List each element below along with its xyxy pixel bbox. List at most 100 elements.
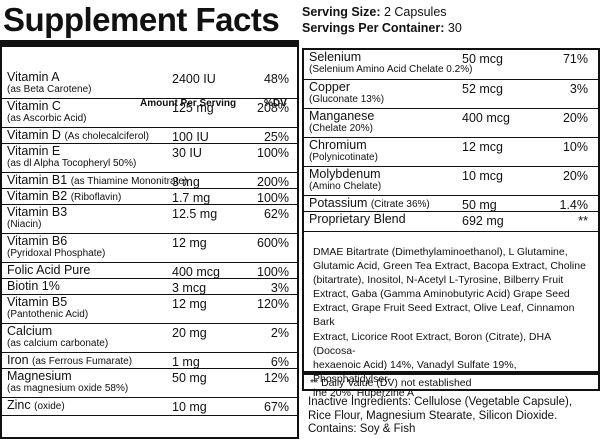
servings-per-container: Servings Per Container: 30 [302, 21, 462, 36]
nutrient-amount: 2400 IU [172, 72, 216, 86]
nutrient-source: (as calcium carbonate) [7, 338, 109, 349]
nutrient-amount: 10 mcg [462, 169, 503, 183]
nutrient-amount: 20 mg [172, 326, 207, 340]
nutrient-source: (as magnesium oxide 58%) [7, 383, 129, 394]
nutrient-dv: 100% [257, 146, 289, 160]
nutrient-name-text: Copper [309, 80, 350, 94]
nutrient-amount: 52 mcg [462, 82, 503, 96]
inactive-line: Contains: Soy & Fish [308, 423, 416, 435]
nutrient-amount: 100 IU [172, 130, 209, 144]
nutrient-amount: 50 mg [462, 198, 497, 212]
nutrient-dv: 200% [257, 175, 289, 189]
nutrient-name-text: Folic Acid Pure [7, 263, 91, 277]
nutrient-row: Potassium (Citrate 36%) 50 mg 1.4% [304, 196, 598, 212]
nutrient-source: (Selenium Amino Acid Chelate 0.2%) [309, 64, 473, 75]
nutrient-name-text: Vitamin E [7, 144, 61, 158]
nutrient-name-text: Selenium [309, 50, 362, 64]
nutrient-name-text: Calcium [7, 324, 53, 338]
nutrient-name: Zinc (oxide) [7, 399, 65, 413]
nutrient-row: Vitamin B2 (Riboflavin) 1.7 mg 100% [2, 189, 297, 205]
blend-line: Extract, Licorice Root Extract, Boron (C… [313, 330, 551, 357]
blend-line: Extract, Gaba (Gamma Aminobutyric Acid) … [313, 288, 570, 301]
nutrient-amount: 12 mcg [462, 140, 503, 154]
nutrient-dv: 1.4% [559, 198, 589, 212]
nutrient-dv: 48% [263, 72, 289, 86]
nutrient-row: Selenium (Selenium Amino Acid Chelate 0.2… [304, 50, 598, 80]
left-nutrient-column: Amount Per Serving %DV Vitamin A (as Beta… [0, 45, 299, 439]
nutrient-name-text: Zinc [7, 398, 31, 412]
daily-value-footnote: ** Daily Value (DV) not established [310, 377, 472, 389]
nutrient-name-text: Vitamin B5 [7, 295, 68, 309]
inactive-line: Inactive Ingredients: Cellulose (Vegetab… [308, 396, 573, 408]
nutrient-source: (as dl Alpha Tocopheryl 50%) [7, 158, 137, 169]
nutrient-name: Biotin 1% [7, 280, 60, 293]
nutrient-dv: 2% [270, 326, 289, 340]
nutrient-source: (as Beta Carotene) [7, 84, 92, 95]
nutrient-name: Selenium (Selenium Amino Acid Chelate 0.2… [309, 50, 473, 76]
nutrient-source: (Polynicotinate) [309, 152, 378, 163]
left-thick-bar [0, 40, 299, 47]
nutrient-name-text: Vitamin B1 [7, 173, 68, 187]
nutrient-name: Magnesium (as magnesium oxide 58%) [7, 369, 129, 395]
nutrient-name-text: Magnesium [7, 369, 72, 383]
nutrient-row: Magnesium (as magnesium oxide 58%) 50 mg 12… [2, 369, 297, 398]
nutrient-name: Vitamin B1 (as Thiamine Mononitrate) [7, 174, 187, 188]
blend-line: ine 20%, Huperzine A [313, 386, 414, 399]
nutrient-name-text: Vitamin B6 [7, 234, 68, 248]
nutrient-name-text: Vitamin A [7, 70, 60, 84]
nutrient-amount: 692 mg [462, 214, 504, 228]
nutrient-name: Vitamin B6 (Pyridoxal Phosphate) [7, 234, 105, 260]
nutrient-amount: 1 mg [172, 355, 200, 369]
nutrient-source: (oxide) [34, 401, 65, 412]
nutrient-row: Calcium (as calcium carbonate) 20 mg 2% [2, 324, 297, 353]
nutrient-name: Manganese (Chelate 20%) [309, 110, 374, 135]
nutrient-row: Vitamin A (as Beta Carotene) 2400 IU 48% [2, 70, 297, 99]
proprietary-blend-ingredients: DMAE Bitartrate (Dimethylaminoethanol), … [313, 245, 595, 400]
nutrient-name: Vitamin E (as dl Alpha Tocopheryl 50%) [7, 144, 137, 170]
nutrient-dv: 10% [562, 140, 588, 154]
nutrient-name: Vitamin B5 (Pantothenic Acid) [7, 295, 88, 321]
nutrient-dv: 6% [270, 355, 289, 369]
nutrient-name: Vitamin B2 (Riboflavin) [7, 190, 121, 204]
blend-line: Extract, Grape Fruit Seed Extract, Olive… [313, 302, 575, 329]
inactive-line: Rice Flour, Magnesium Stearate, Silicon … [308, 409, 558, 422]
nutrient-amount: 12 mg [172, 297, 207, 311]
nutrient-dv: ** [578, 214, 588, 228]
nutrient-name: Vitamin B3 (Niacin) [7, 206, 67, 231]
nutrient-row: Vitamin C (as Ascorbic Acid) 125 mg 208% [2, 99, 297, 128]
nutrient-name-text: Molybdenum [309, 167, 381, 181]
nutrient-amount: 12.5 mg [172, 207, 218, 221]
nutrient-name: Calcium (as calcium carbonate) [7, 324, 109, 350]
nutrient-row: Vitamin D (As cholecalciferol) 100 IU 25% [2, 128, 297, 144]
nutrient-dv: 20% [562, 169, 588, 183]
nutrient-amount: 400 mcg [172, 265, 220, 279]
right-nutrient-column: Selenium (Selenium Amino Acid Chelate 0.2… [302, 48, 600, 391]
serving-size-label: Serving Size: [302, 5, 381, 19]
nutrient-name-text: Chromium [309, 138, 367, 152]
nutrient-row: Folic Acid Pure 400 mcg 100% [2, 263, 297, 279]
nutrient-row: Iron (as Ferrous Fumarate) 1 mg 6% [2, 353, 297, 369]
nutrient-row: Proprietary Blend 692 mg ** [304, 212, 598, 232]
nutrient-amount: 50 mg [172, 371, 207, 385]
nutrient-name: Iron (as Ferrous Fumarate) [7, 354, 132, 368]
footnote-divider [302, 371, 600, 375]
nutrient-source: (Citrate 36%) [370, 199, 430, 210]
nutrient-name-text: Potassium [309, 196, 368, 210]
nutrient-name: Folic Acid Pure [7, 264, 90, 277]
nutrient-source: (Niacin) [7, 219, 42, 230]
nutrient-name-text: Proprietary Blend [309, 212, 406, 226]
servings-per-container-label: Servings Per Container: [302, 21, 445, 35]
serving-size: Serving Size: 2 Capsules [302, 5, 447, 20]
blend-line: Glutamic Acid, Green Tea Extract, Bacopa… [313, 260, 586, 273]
nutrient-dv: 100% [257, 191, 289, 205]
servings-per-container-value: 30 [447, 21, 462, 35]
nutrient-row: Molybdenum (Amino Chelate) 10 mcg 20% [304, 167, 598, 196]
nutrient-name: Copper (Gluconate 13%) [309, 80, 384, 106]
nutrient-source: (as Thiamine Mononitrate) [70, 176, 188, 187]
nutrient-source: (as Ascorbic Acid) [7, 113, 87, 124]
nutrient-row: Vitamin E (as dl Alpha Tocopheryl 50%) 30 … [2, 144, 297, 173]
nutrient-amount: 30 IU [172, 146, 202, 160]
nutrient-amount: 400 mcg [462, 111, 510, 125]
nutrient-dv: 3% [270, 281, 289, 295]
blend-line: DMAE Bitartrate (Dimethylaminoethanol), … [313, 246, 568, 258]
